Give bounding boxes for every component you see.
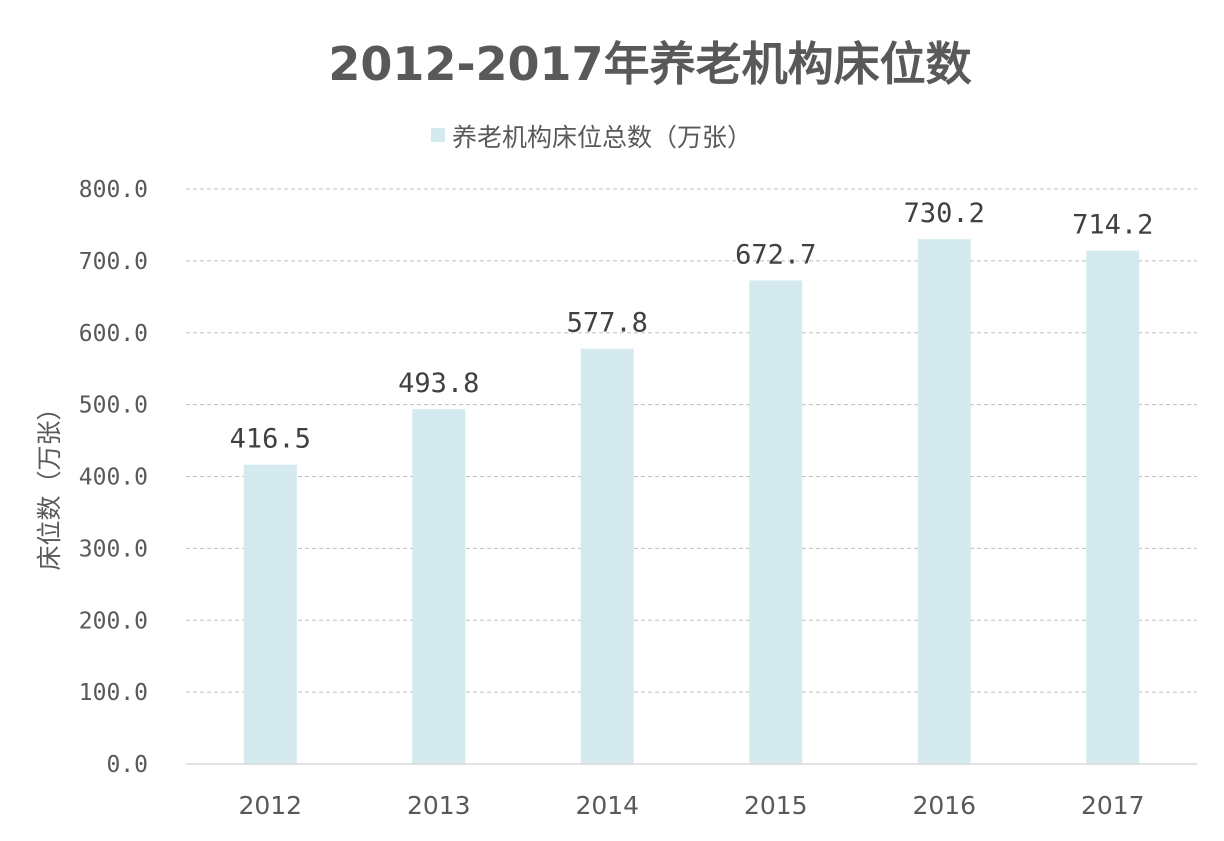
data-labels: 416.5 493.8 577.8 672.7 730.2 714.2	[230, 198, 1154, 454]
x-tick-label: 2013	[407, 791, 471, 820]
bar	[1086, 250, 1140, 764]
y-tick-label: 400.0	[79, 465, 148, 491]
bar	[243, 464, 297, 764]
gridlines	[186, 188, 1197, 693]
y-tick-label: 300.0	[79, 536, 148, 562]
bar	[580, 348, 634, 764]
y-axis-ticks: 0.0 100.0 200.0 300.0 400.0 500.0 600.0 700.0 80…	[79, 177, 148, 778]
bars	[243, 239, 1140, 764]
x-tick-label: 2015	[744, 791, 808, 820]
x-tick-label: 2017	[1081, 791, 1145, 820]
x-tick-label: 2012	[238, 791, 302, 820]
bar	[749, 280, 803, 764]
x-axis-ticks: 2012 2013 2014 2015 2016 2017	[238, 791, 1144, 820]
x-tick-label: 2016	[912, 791, 976, 820]
legend: 养老机构床位总数（万张）	[431, 123, 752, 152]
y-tick-label: 100.0	[79, 680, 148, 706]
data-label: 577.8	[567, 308, 648, 339]
chart-title: 2012-2017年养老机构床位数	[328, 37, 971, 91]
y-axis-title: 床位数（万张）	[35, 395, 64, 570]
y-tick-label: 600.0	[79, 321, 148, 347]
x-tick-label: 2014	[575, 791, 639, 820]
data-label: 493.8	[398, 368, 479, 399]
y-tick-label: 700.0	[79, 249, 148, 275]
data-label: 672.7	[735, 239, 816, 270]
legend-swatch	[431, 128, 445, 142]
data-label: 416.5	[230, 424, 311, 455]
legend-label: 养老机构床位总数（万张）	[452, 123, 752, 152]
data-label: 714.2	[1072, 210, 1153, 241]
bar	[917, 239, 971, 764]
y-tick-label: 200.0	[79, 608, 148, 634]
data-label: 730.2	[904, 198, 985, 229]
bar	[412, 409, 466, 764]
y-tick-label: 800.0	[79, 177, 148, 203]
y-tick-label: 500.0	[79, 393, 148, 419]
y-tick-label: 0.0	[106, 752, 148, 778]
